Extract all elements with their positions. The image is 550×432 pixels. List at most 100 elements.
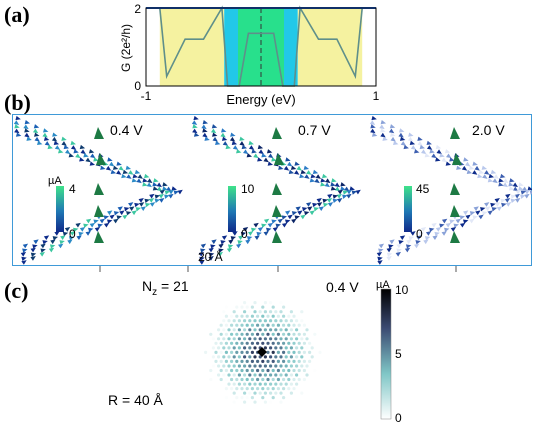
current-arrow xyxy=(522,186,528,192)
lattice-site xyxy=(237,355,241,359)
current-arrow xyxy=(388,244,394,249)
current-arrow xyxy=(221,136,228,141)
lattice-site xyxy=(204,359,208,363)
current-arrow xyxy=(501,202,507,208)
current-arrow xyxy=(149,193,155,199)
current-arrow xyxy=(107,210,113,216)
current-arrow xyxy=(33,124,40,129)
current-arrow xyxy=(439,153,445,158)
current-arrow xyxy=(116,215,122,220)
current-arrow xyxy=(225,144,231,150)
lattice-site xyxy=(269,391,273,395)
lattice-site xyxy=(230,387,234,391)
current-arrow xyxy=(226,247,233,253)
lattice-site xyxy=(297,359,301,363)
lattice-site xyxy=(274,310,278,314)
lattice-site xyxy=(261,387,265,391)
current-arrow xyxy=(380,128,386,133)
current-arrow xyxy=(445,222,451,228)
lattice-site xyxy=(323,359,327,363)
lattice-site xyxy=(209,341,213,345)
lattice-site xyxy=(245,314,249,318)
current-arrow xyxy=(485,206,491,212)
lattice-site xyxy=(318,341,322,345)
lattice-site xyxy=(237,409,241,413)
lattice-site xyxy=(279,364,283,368)
lattice-site xyxy=(219,377,223,382)
lattice-site xyxy=(284,409,288,413)
lattice-site xyxy=(269,301,273,305)
lattice-site xyxy=(287,350,291,354)
current-arrow xyxy=(518,182,524,187)
lattice-site xyxy=(292,405,296,409)
current-arrow xyxy=(48,247,55,253)
current-arrow xyxy=(76,235,82,241)
lattice-site xyxy=(224,341,228,345)
current-arrow xyxy=(510,194,517,199)
current-arrow xyxy=(220,240,226,245)
lattice-site xyxy=(250,305,254,309)
lattice-site xyxy=(230,305,234,309)
lattice-site xyxy=(235,350,239,354)
lattice-site xyxy=(248,337,252,341)
current-arrow xyxy=(232,231,238,236)
current-arrow xyxy=(59,240,65,245)
current-arrow xyxy=(152,186,159,191)
current-arrow xyxy=(494,202,501,207)
current-arrow xyxy=(299,173,305,179)
lattice-site xyxy=(305,346,309,350)
lattice-site xyxy=(196,346,200,350)
current-arrow xyxy=(370,124,376,129)
current-arrow xyxy=(263,231,269,236)
current-arrow xyxy=(455,218,461,224)
current-density-map xyxy=(191,292,332,413)
lattice-site xyxy=(217,337,221,341)
lattice-site xyxy=(263,319,267,323)
lattice-site xyxy=(276,341,280,345)
green-marker xyxy=(272,205,282,217)
current-arrow xyxy=(257,157,263,162)
lattice-site xyxy=(248,400,252,404)
lattice-site xyxy=(245,405,249,409)
lattice-site xyxy=(243,292,247,296)
lattice-site xyxy=(308,377,312,382)
lattice-site xyxy=(235,377,239,382)
current-arrow xyxy=(351,190,358,195)
lattice-site xyxy=(266,359,270,363)
current-arrow xyxy=(32,244,38,249)
current-arrow xyxy=(85,157,91,163)
current-arrow xyxy=(468,165,475,170)
current-arrow xyxy=(116,161,122,166)
lattice-site xyxy=(243,364,247,368)
current-arrow xyxy=(312,169,319,175)
colorbar-c xyxy=(380,288,392,420)
lattice-site xyxy=(297,323,301,327)
conductance-curve xyxy=(146,5,376,87)
current-arrow xyxy=(472,170,478,175)
current-arrow xyxy=(307,206,313,212)
current-arrow xyxy=(285,210,291,216)
current-arrow xyxy=(431,153,437,159)
lattice-site xyxy=(308,314,312,318)
lattice-site xyxy=(248,382,252,386)
nz-subscript: z xyxy=(152,286,158,298)
lattice-site xyxy=(256,359,260,363)
current-arrow xyxy=(54,231,60,236)
lattice-site xyxy=(253,391,257,395)
lattice-site xyxy=(237,301,241,305)
lattice-site xyxy=(289,346,293,350)
lattice-site xyxy=(315,373,319,377)
colorbar-1-max: 4 xyxy=(69,182,76,196)
green-marker xyxy=(272,127,282,139)
lattice-site xyxy=(206,373,210,377)
lattice-site xyxy=(282,332,286,336)
current-arrow xyxy=(239,136,245,141)
lattice-site xyxy=(219,368,223,373)
lattice-site xyxy=(235,368,239,373)
current-arrow xyxy=(429,227,435,233)
lattice-site xyxy=(248,301,252,305)
current-arrow xyxy=(475,210,481,216)
current-arrow xyxy=(403,144,409,150)
current-arrow xyxy=(33,239,39,245)
current-arrow xyxy=(14,124,20,129)
